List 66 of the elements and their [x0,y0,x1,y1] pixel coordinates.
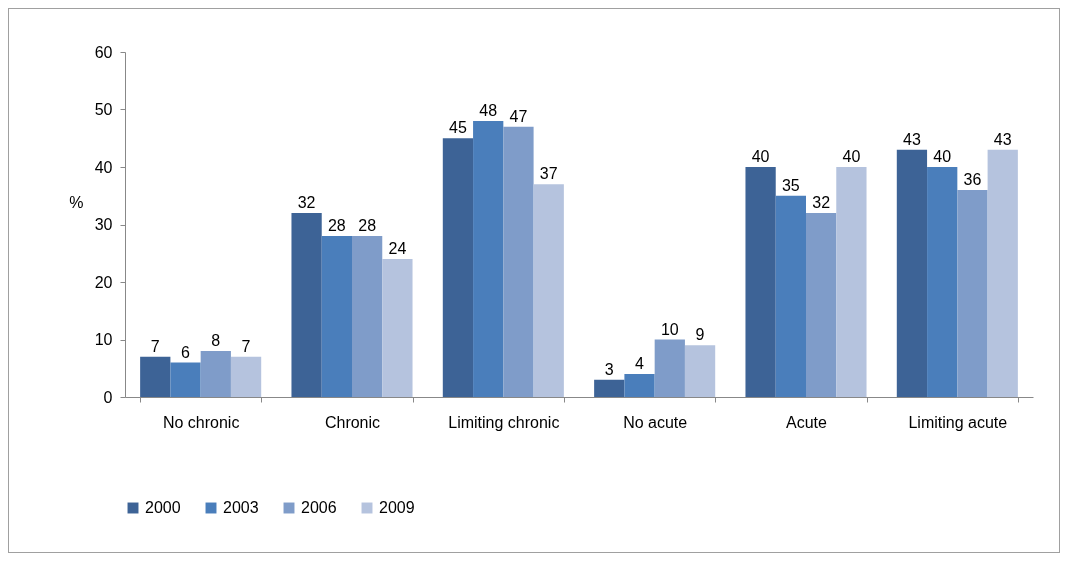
data-label: 32 [812,194,831,211]
x-tick-label: Limiting chronic [448,413,560,431]
bar [624,374,655,397]
bar [745,167,776,397]
bar [442,138,474,397]
data-label: 37 [539,165,558,183]
bar [382,259,413,397]
bar [594,379,625,397]
legend-label: 2009 [379,499,415,516]
data-label: 7 [241,337,251,355]
data-label: 32 [297,194,316,211]
bar [927,167,958,397]
data-label: 45 [449,119,467,137]
bar [473,121,504,397]
legend-label: 2000 [145,499,181,516]
bar [957,190,988,397]
data-label: 48 [479,102,498,119]
bar [836,167,867,397]
y-tick-label: 50 [94,101,113,118]
y-tick-label: 60 [94,43,113,61]
data-label: 35 [781,176,800,194]
bar [291,213,322,397]
y-axis-title: % [69,193,84,211]
bar [503,126,534,397]
x-tick-label: No chronic [162,413,240,431]
x-tick-label: Limiting acute [908,413,1008,431]
data-label: 40 [933,148,952,165]
data-label: 8 [211,332,221,349]
bar [352,236,383,397]
data-label: 36 [963,171,982,188]
bar [684,345,716,397]
data-label: 47 [509,107,528,125]
bar [806,213,837,397]
data-label: 10 [660,320,679,338]
data-label: 9 [695,326,705,344]
data-label: 7 [150,337,160,355]
y-tick-label: 40 [94,158,113,176]
bar [321,236,352,397]
x-tick-label: No acute [623,413,688,431]
bar [987,149,1018,397]
data-label: 43 [903,130,921,148]
bar [200,351,231,397]
data-label: 40 [751,148,770,165]
y-tick-label: 20 [94,273,113,291]
data-label: 4 [635,355,645,372]
data-label: 28 [327,217,346,234]
data-label: 3 [604,360,614,378]
bar [896,149,928,397]
y-tick-label: 0 [103,388,113,406]
bar [230,356,262,397]
data-label: 24 [388,240,407,257]
x-tick-label: Acute [786,413,828,431]
data-label: 6 [181,343,191,361]
bar [654,339,685,397]
bar [533,184,564,397]
x-tick-label: Chronic [324,413,381,431]
data-label: 28 [358,217,377,234]
bar [140,356,171,397]
bar [775,195,806,397]
bar [170,362,201,397]
y-tick-label: 10 [94,331,113,348]
legend-label: 2003 [223,499,259,516]
data-label: 40 [842,148,861,165]
legend-label: 2006 [301,499,337,516]
y-tick-label: 30 [94,216,113,233]
data-label: 43 [993,130,1012,148]
